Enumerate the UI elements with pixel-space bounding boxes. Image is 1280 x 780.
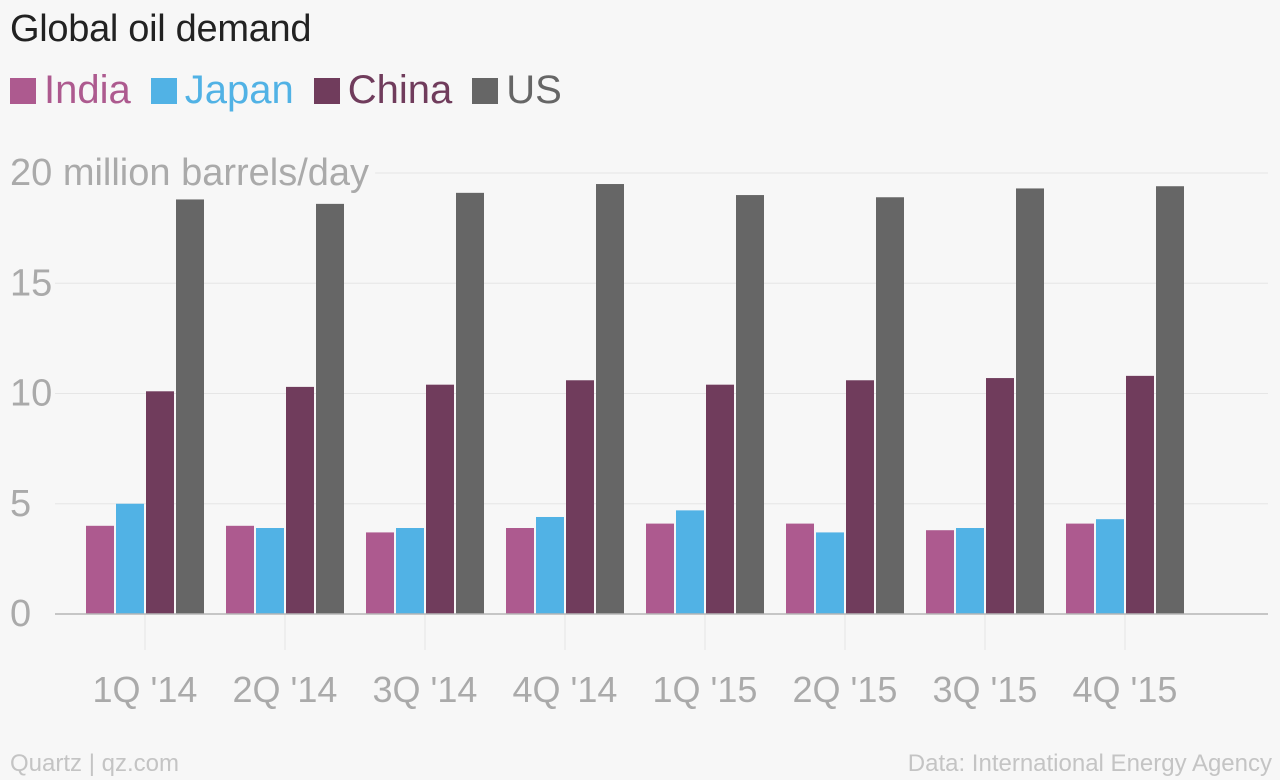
bar-japan <box>256 528 284 614</box>
bar-india <box>86 525 114 614</box>
bar-us <box>456 192 484 614</box>
bar-india <box>226 525 254 614</box>
bar-india <box>646 523 674 614</box>
bar-us <box>596 184 624 614</box>
bar-us <box>176 199 204 614</box>
legend-swatch-china <box>313 77 340 104</box>
x-tick-label: 3Q '15 <box>933 669 1038 710</box>
legend-swatch-us <box>472 77 499 104</box>
bar-us <box>876 197 904 614</box>
x-tick-label: 1Q '14 <box>93 669 198 710</box>
legend-label-us: US <box>506 68 562 112</box>
y-tick-label: 0 <box>10 593 31 635</box>
bar-china <box>1126 375 1154 614</box>
y-tick-label: 20 million barrels/day <box>10 152 369 194</box>
x-tick-label: 1Q '15 <box>653 669 758 710</box>
legend: India Japan China US <box>10 68 582 113</box>
bar-india <box>926 530 954 614</box>
footer-source: Quartz | qz.com <box>10 750 179 777</box>
legend-label-china: China <box>347 68 453 112</box>
legend-label-japan: Japan <box>184 68 294 112</box>
legend-item-china: China <box>313 68 453 113</box>
bar-japan <box>956 528 984 614</box>
bar-japan <box>816 532 844 614</box>
bar-china <box>426 384 454 614</box>
bar-india <box>506 528 534 614</box>
y-tick-label: 5 <box>10 483 31 525</box>
bar-us <box>1156 186 1184 615</box>
footer-credit: Data: International Energy Agency <box>907 750 1272 777</box>
bar-japan <box>536 516 564 614</box>
y-label-background <box>8 152 376 194</box>
bar-india <box>1066 523 1094 614</box>
y-tick-label: 15 <box>10 262 52 304</box>
bar-japan <box>1096 519 1124 614</box>
x-tick-label: 4Q '14 <box>513 669 618 710</box>
bar-us <box>736 195 764 615</box>
bar-us <box>1016 188 1044 614</box>
bar-india <box>366 532 394 614</box>
bar-china <box>146 391 174 614</box>
x-tick-label: 2Q '14 <box>233 669 338 710</box>
bar-india <box>786 523 814 614</box>
bar-china <box>706 384 734 614</box>
x-tick-label: 3Q '14 <box>373 669 478 710</box>
bar-japan <box>116 503 144 614</box>
x-tick-label: 2Q '15 <box>793 669 898 710</box>
legend-item-us: US <box>472 68 562 113</box>
legend-item-india: India <box>10 68 131 113</box>
bar-china <box>986 378 1014 614</box>
legend-swatch-india <box>10 77 36 104</box>
chart-title: Global oil demand <box>10 8 312 50</box>
bar-china <box>846 380 874 614</box>
bar-china <box>566 380 594 614</box>
legend-swatch-japan <box>150 77 177 104</box>
bar-us <box>316 203 344 614</box>
bar-japan <box>676 510 704 614</box>
bar-japan <box>396 528 424 614</box>
legend-item-japan: Japan <box>150 68 294 113</box>
x-tick-label: 4Q '15 <box>1073 669 1178 710</box>
legend-label-india: India <box>44 68 131 112</box>
bar-china <box>286 386 314 614</box>
y-tick-label: 10 <box>10 373 52 415</box>
